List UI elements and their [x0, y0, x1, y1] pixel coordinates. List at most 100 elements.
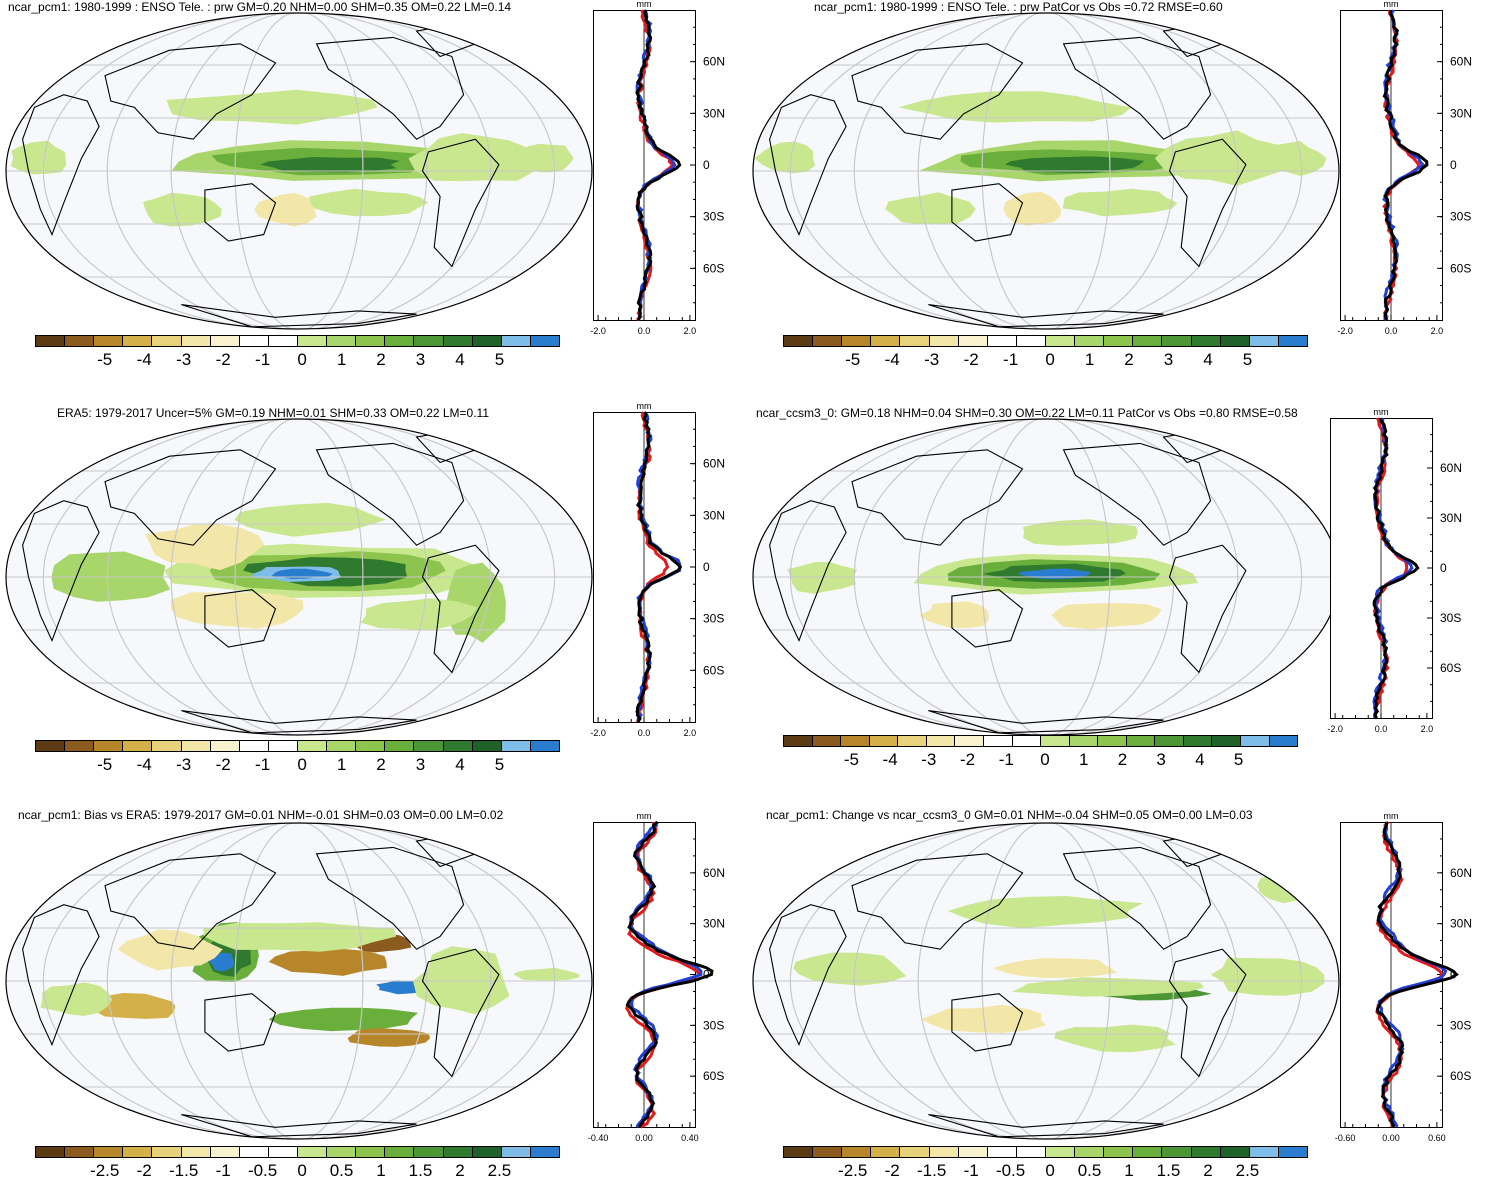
profile-value-tick: 2.0 — [1431, 326, 1444, 336]
colorbar-label: -4 — [882, 750, 898, 769]
profile-lat-tick: 60N — [703, 55, 725, 69]
colorbar-swatch — [871, 336, 901, 346]
colorbar-swatch — [472, 1147, 502, 1157]
colorbar-swatch — [443, 741, 473, 751]
colorbar-swatch — [1183, 736, 1213, 746]
colorbar-label: 1 — [376, 1161, 386, 1180]
colorbar-swatch — [94, 1147, 124, 1157]
colorbar-swatch — [900, 336, 930, 346]
zonal-mean-profile: mm 60N 30N 0 30S 60S -2.0 0.0 2.0 — [590, 401, 755, 757]
colorbar-label: -1.5 — [917, 1161, 947, 1180]
colorbar-label: 2.5 — [487, 1161, 512, 1180]
graticule — [753, 13, 1339, 329]
colorbar-swatch — [443, 336, 473, 346]
colorbar-swatch — [784, 736, 813, 746]
colorbar-label: 1.5 — [1156, 1161, 1181, 1180]
contour-region — [1261, 141, 1327, 176]
profile-lat-tick: 30N — [703, 106, 725, 120]
profile-value-tick: 0.00 — [635, 1133, 653, 1143]
colorbar-label: 2 — [1124, 350, 1134, 369]
panel-title: ncar_pcm1: Bias vs ERA5: 1979-2017 GM=0.… — [18, 808, 504, 822]
colorbar-label: 5 — [494, 755, 505, 774]
colorbar-swatch — [414, 336, 444, 346]
colorbar-swatch — [501, 1147, 531, 1157]
profile-unit: mm — [1384, 0, 1399, 9]
colorbar-label: -1 — [255, 350, 271, 369]
colorbar-swatch — [501, 336, 531, 346]
panel-title: ncar_ccsm3_0: GM=0.18 NHM=0.04 SHM=0.30 … — [756, 406, 1298, 420]
colorbar-swatch — [1191, 336, 1221, 346]
colorbar-label: 5 — [1233, 750, 1244, 769]
colorbar-label: -5 — [97, 350, 113, 369]
colorbar-label: -3 — [921, 750, 937, 769]
colorbar: -5 -4 -3 -2 -1 0 1 2 3 4 5 — [35, 740, 560, 777]
colorbar-swatch — [1045, 1147, 1076, 1157]
contour-region — [1257, 868, 1330, 904]
colorbar-label: -2.5 — [838, 1161, 868, 1180]
colorbar-label: 3 — [1163, 350, 1174, 369]
colorbar-swatch — [239, 1147, 269, 1157]
colorbar-swatch — [929, 1147, 959, 1157]
contour-region — [754, 141, 816, 174]
colorbar-swatches — [783, 735, 1298, 747]
colorbar: -2.5 -2 -1.5 -1 -0.5 0 0.5 1 1.5 2 2.5 — [783, 1146, 1308, 1183]
colorbar-label: -1 — [1003, 350, 1019, 369]
graticule — [6, 419, 592, 735]
colorbar-swatch — [813, 1147, 843, 1157]
colorbar-swatch — [385, 741, 415, 751]
colorbar-label: 3 — [415, 350, 426, 369]
colorbar: -5 -4 -3 -2 -1 0 1 2 3 4 5 — [783, 735, 1298, 772]
colorbar-swatch — [1220, 336, 1250, 346]
colorbar-swatch — [842, 1147, 872, 1157]
colorbar-swatches — [35, 1146, 560, 1158]
colorbar-swatch — [297, 741, 328, 751]
colorbar-swatch — [1104, 1147, 1134, 1157]
colorbar: -5 -4 -3 -2 -1 0 1 2 3 4 5 — [783, 335, 1308, 372]
world-map — [752, 12, 1340, 335]
colorbar-swatch — [152, 336, 182, 346]
profile-series — [635, 411, 683, 723]
contour-region — [1011, 977, 1205, 997]
map-border — [5, 418, 593, 736]
colorbar-label: -4 — [136, 350, 152, 369]
colorbar-label: -1 — [255, 755, 271, 774]
colorbar-swatch — [1104, 336, 1134, 346]
contour-region — [793, 952, 907, 986]
colorbar-swatch — [1016, 336, 1046, 346]
colorbar-label: -5 — [845, 350, 861, 369]
profile-value-tick: 0.0 — [638, 728, 651, 738]
colorbar-swatch — [356, 336, 386, 346]
contour-region — [117, 929, 223, 971]
colorbar-label: -0.5 — [995, 1161, 1026, 1180]
panel-title: ncar_pcm1: 1980-1999 : ENSO Tele. : prw … — [8, 0, 512, 14]
colorbar-label: 0 — [1045, 1161, 1055, 1180]
profile-value-tick: -2.0 — [590, 326, 606, 336]
colorbar-swatch — [1278, 336, 1307, 346]
contour-region — [145, 524, 265, 571]
contour-region — [408, 133, 536, 182]
colorbar-label: -2 — [959, 750, 976, 769]
colorbar-swatch — [871, 1147, 901, 1157]
profile-lat-tick: 60N — [703, 457, 725, 471]
profile-lat-tick: 30N — [1440, 511, 1462, 525]
colorbar-swatch — [1212, 736, 1241, 746]
colorbar-swatches — [35, 740, 560, 752]
colorbar-label: -1 — [215, 1161, 231, 1180]
world-map — [5, 418, 593, 741]
colorbar-swatch — [1098, 736, 1127, 746]
colorbar-swatch — [842, 336, 872, 346]
colorbar-label: -2 — [884, 1161, 900, 1180]
colorbar-swatches — [783, 1146, 1308, 1158]
colorbar-label: 2.5 — [1235, 1161, 1260, 1180]
colorbar-label: 1 — [336, 755, 347, 774]
colorbar-swatch — [181, 336, 211, 346]
profile-lat-tick: 30N — [703, 917, 725, 931]
profile-lat-tick: 0 — [703, 158, 710, 172]
colorbar-label: 4 — [455, 755, 465, 774]
contour-region — [1154, 130, 1283, 186]
colorbar-label: -5 — [843, 750, 859, 769]
colorbar-swatch — [1016, 1147, 1046, 1157]
profile-value-tick: 0.0 — [1375, 724, 1388, 734]
profile-value-tick: -2.0 — [590, 728, 606, 738]
profile-unit: mm — [1374, 407, 1389, 417]
